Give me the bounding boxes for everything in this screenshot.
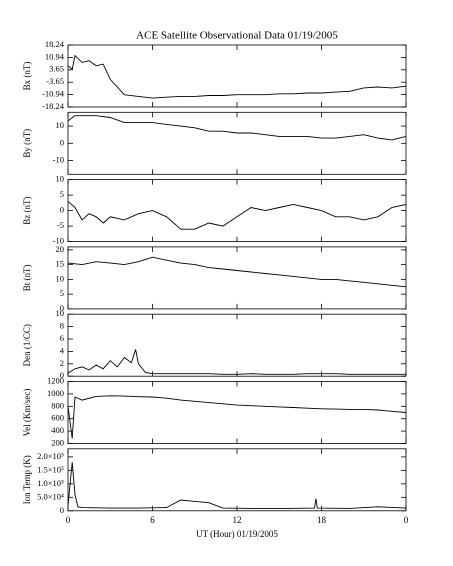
y-tick-label: 1200 [47, 375, 64, 385]
y-tick-label: 10.94 [45, 51, 65, 61]
y-tick-label: 6 [60, 333, 64, 343]
data-line [67, 115, 407, 141]
data-line [67, 256, 407, 288]
panel-frame [67, 44, 407, 108]
chart-title: ACE Satellite Observational Data 01/19/2… [136, 30, 338, 42]
data-line [67, 395, 407, 439]
x-tick-label: 12 [233, 515, 242, 525]
y-tick-label: 800 [51, 400, 64, 410]
data-line [67, 54, 407, 99]
panel-frame [67, 448, 407, 512]
y-tick-label: 8 [60, 321, 64, 331]
y-tick-label: 0 [60, 205, 64, 215]
y-axis-label: Den (1/CC) [22, 324, 32, 366]
x-tick-label: 0 [404, 515, 409, 525]
y-tick-label: -5 [57, 220, 64, 230]
y-tick-label: 1.0×10⁵ [37, 478, 64, 488]
y-tick-label: 3.65 [49, 64, 64, 74]
y-tick-label: 2 [60, 358, 64, 368]
y-axis-label: By (nT) [22, 129, 32, 158]
y-axis-label: Bz (nT) [22, 196, 32, 224]
y-tick-label: 0 [60, 303, 64, 313]
data-line [67, 200, 407, 230]
y-tick-label: 5 [60, 288, 64, 298]
y-tick-label: 10 [56, 273, 65, 283]
y-tick-label: 0 [60, 370, 64, 380]
y-tick-label: 10 [56, 308, 65, 318]
y-tick-label: 400 [51, 425, 64, 435]
panel-frame [67, 381, 407, 444]
data-line [67, 462, 407, 510]
x-tick-label: 6 [150, 515, 155, 525]
y-tick-label: -10.94 [42, 89, 65, 99]
x-tick-label: 18 [317, 515, 327, 525]
y-tick-label: 200 [51, 437, 64, 447]
y-tick-label: 4 [60, 345, 65, 355]
y-axis-label: Ion Temp (K) [22, 455, 32, 504]
y-tick-label: 10 [56, 120, 65, 130]
y-tick-label: 0 [60, 137, 64, 147]
y-tick-label: 18.24 [45, 39, 65, 49]
x-axis-label: UT (Hour) 01/19/2005 [196, 529, 278, 539]
y-tick-label: 5 [60, 189, 64, 199]
y-tick-label: 15 [56, 259, 65, 269]
y-tick-label: 600 [51, 413, 64, 423]
y-tick-label: -10 [53, 154, 64, 164]
y-tick-label: 10 [56, 174, 65, 184]
y-axis-label: Bx (nT) [22, 62, 32, 91]
y-tick-label: 1.5×10⁵ [37, 464, 64, 474]
panel-frame [67, 111, 407, 175]
y-tick-label: -3.65 [46, 76, 64, 86]
data-line [67, 349, 406, 375]
panel-frame [67, 179, 407, 243]
y-tick-label: 0 [60, 505, 64, 515]
y-tick-label: 2.0×10⁵ [37, 451, 64, 461]
y-tick-label: 20 [56, 244, 65, 254]
y-axis-label: Vel (Km/sec) [22, 389, 32, 437]
y-axis-label: Bt (nT) [22, 265, 32, 292]
x-tick-label: 0 [66, 515, 71, 525]
panel-frame [67, 246, 407, 310]
y-tick-label: -18.24 [42, 101, 65, 111]
y-tick-label: 5.0×10⁴ [37, 491, 64, 501]
y-tick-label: -10 [53, 236, 64, 246]
y-tick-label: 1000 [47, 388, 64, 398]
panel-frame [67, 313, 407, 377]
